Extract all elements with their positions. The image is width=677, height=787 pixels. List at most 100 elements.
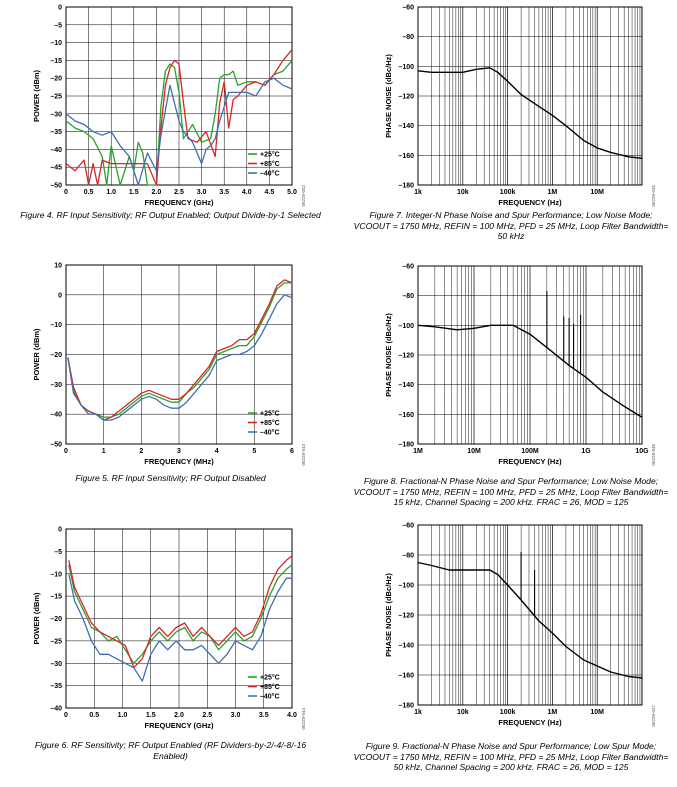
legend-entry: +25°C <box>260 674 280 682</box>
x-tick-label: 1M <box>548 189 558 196</box>
y-tick-label: –140 <box>398 123 414 130</box>
series-line-3 <box>68 573 292 682</box>
x-tick-label: 10G <box>635 448 649 455</box>
y-tick-label: –25 <box>50 94 62 101</box>
x-tick-label: 3.5 <box>259 712 269 719</box>
y-tick-label: –80 <box>402 553 414 560</box>
y-tick-label: 0 <box>58 292 62 299</box>
x-axis-label: FREQUENCY (GHz) <box>144 721 214 730</box>
x-tick-label: 0.5 <box>84 189 94 196</box>
x-tick-label: 0.5 <box>89 712 99 719</box>
x-tick-label: 4.0 <box>287 712 297 719</box>
y-tick-label: 10 <box>54 263 62 270</box>
y-axis-label: POWER (dBm) <box>32 592 41 645</box>
grid <box>417 265 642 445</box>
legend-entry: +25°C <box>260 151 280 159</box>
chart-6: 1k 10k 100k 1M 10M –60 –80 –100 –120 –140 –160 –180… <box>384 523 656 728</box>
grid <box>417 524 642 706</box>
y-axis-label: PHASE NOISE (dBc/Hz) <box>384 54 393 138</box>
x-tick-label: 10k <box>457 189 469 196</box>
x-axis-label: FREQUENCY (MHz) <box>144 457 214 466</box>
x-tick-label: 1G <box>581 448 591 455</box>
legend: +25°C+85°C –40°C <box>248 674 280 701</box>
x-tick-label: 1.5 <box>146 712 156 719</box>
x-axis-label: FREQUENCY (Hz) <box>498 198 562 207</box>
y-tick-label: –100 <box>398 64 414 71</box>
x-axis-label: FREQUENCY (GHz) <box>144 198 214 207</box>
x-tick-label: 1.5 <box>129 189 139 196</box>
legend-entry: –40°C <box>260 693 280 701</box>
series-line-1 <box>417 324 643 418</box>
series-line-1 <box>67 282 292 418</box>
plot-frame <box>65 6 293 186</box>
y-tick-label: –5 <box>54 549 62 556</box>
y-tick-label: –180 <box>398 183 414 190</box>
legend-entry: –40°C <box>260 170 280 178</box>
x-tick-label: 10M <box>590 189 604 196</box>
x-tick-label: 2.0 <box>174 712 184 719</box>
plot-frame <box>417 265 643 445</box>
x-tick-label: 10k <box>457 709 469 716</box>
legend-entry: +85°C <box>260 683 280 691</box>
x-tick-label: 1.0 <box>106 189 116 196</box>
y-tick-label: –120 <box>398 353 414 360</box>
y-tick-label: –120 <box>398 613 414 620</box>
x-tick-label: 6 <box>290 448 294 455</box>
legend-entry: +85°C <box>260 419 280 427</box>
x-tick-label: 100M <box>521 448 539 455</box>
y-tick-label: –100 <box>398 323 414 330</box>
y-tick-label: –40 <box>50 706 62 713</box>
y-tick-label: –35 <box>50 129 62 136</box>
y-tick-label: –80 <box>402 293 414 300</box>
x-axis-label: FREQUENCY (Hz) <box>498 457 562 466</box>
legend: +25°C+85°C –40°C <box>248 410 280 437</box>
x-tick-label: 10M <box>590 709 604 716</box>
figure-code: 06228-042 <box>301 185 306 207</box>
x-tick-label: 0 <box>64 189 68 196</box>
series-line-1 <box>65 59 293 186</box>
figure-code: 06228-047 <box>651 705 656 727</box>
series-line-1 <box>417 67 643 159</box>
y-tick-label: –10 <box>50 40 62 47</box>
x-tick-label: 5 <box>252 448 256 455</box>
series-line-1 <box>417 561 643 679</box>
y-tick-label: –35 <box>50 683 62 690</box>
y-axis-label: POWER (dBm) <box>32 328 41 381</box>
series-line-3 <box>67 294 293 421</box>
figure-code: 06228-046 <box>651 444 656 466</box>
x-tick-label: 1k <box>414 189 422 196</box>
series-line-2 <box>68 555 293 669</box>
x-tick-label: 3.0 <box>197 189 207 196</box>
x-tick-label: 2 <box>139 448 143 455</box>
x-tick-label: 10M <box>467 448 481 455</box>
x-tick-label: 3 <box>177 448 181 455</box>
y-tick-label: –30 <box>50 382 62 389</box>
figure-7-caption: Figure 7. Integer-N Phase Noise and Spur… <box>353 210 669 241</box>
x-tick-label: 1M <box>548 709 558 716</box>
y-tick-label: –180 <box>398 703 414 710</box>
series-line-1 <box>68 564 293 664</box>
y-tick-label: –15 <box>50 594 62 601</box>
y-tick-label: –160 <box>398 673 414 680</box>
x-tick-label: 1 <box>102 448 106 455</box>
y-axis-label: PHASE NOISE (dBc/Hz) <box>384 573 393 657</box>
x-tick-label: 4.5 <box>265 189 275 196</box>
y-axis-label: PHASE NOISE (dBc/Hz) <box>384 313 393 397</box>
y-tick-label: –10 <box>50 322 62 329</box>
y-tick-label: 0 <box>58 5 62 12</box>
y-tick-label: –40 <box>50 412 62 419</box>
y-tick-label: –120 <box>398 94 414 101</box>
x-axis-label: FREQUENCY (Hz) <box>498 718 562 727</box>
figure-code: 06228-044 <box>301 708 306 730</box>
series-line-2 <box>65 49 293 186</box>
y-axis-label: POWER (dBm) <box>32 69 41 122</box>
y-tick-label: –15 <box>50 58 62 65</box>
y-tick-label: –140 <box>398 643 414 650</box>
y-tick-label: –30 <box>50 661 62 668</box>
x-tick-label: 100k <box>500 189 516 196</box>
x-tick-label: 1k <box>414 709 422 716</box>
y-tick-label: –25 <box>50 638 62 645</box>
y-tick-label: –50 <box>50 442 62 449</box>
y-tick-label: –80 <box>402 34 414 41</box>
